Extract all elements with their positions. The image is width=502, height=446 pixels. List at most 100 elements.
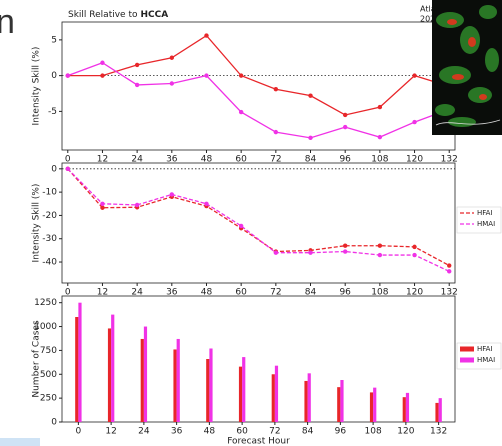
map-cloud xyxy=(448,117,476,127)
bar xyxy=(304,380,308,422)
legend-label: HMAI xyxy=(477,356,495,364)
bar xyxy=(405,392,410,422)
x-tick-label: 84 xyxy=(305,288,317,298)
point xyxy=(204,73,209,78)
chart-title: Skill Relative to HCCA xyxy=(68,10,168,20)
bar xyxy=(111,314,115,422)
bar xyxy=(209,348,213,422)
point xyxy=(273,250,279,255)
bar xyxy=(78,302,82,422)
legend-label: HMAI xyxy=(477,220,495,228)
x-axis-label: Forecast Hour xyxy=(227,437,290,446)
series-line xyxy=(67,168,450,267)
x-tick-label: 12 xyxy=(97,288,108,298)
annotation: Atla xyxy=(420,5,436,14)
point xyxy=(134,202,140,208)
point xyxy=(204,201,209,206)
legend-box xyxy=(456,206,502,234)
x-tick-label: 120 xyxy=(397,427,414,437)
x-tick-label: 12 xyxy=(105,427,116,437)
y-axis-label: Number of Cases xyxy=(32,320,42,398)
x-tick-label: 72 xyxy=(270,288,281,298)
series-line xyxy=(67,34,450,116)
point xyxy=(238,73,244,78)
point xyxy=(412,244,417,250)
point xyxy=(100,205,105,210)
y-tick-label: 500 xyxy=(40,370,57,380)
y-tick-label: 1250 xyxy=(34,298,57,308)
bar xyxy=(206,359,210,422)
bar xyxy=(307,373,311,422)
map-core xyxy=(479,94,487,100)
slide-strip xyxy=(0,438,40,446)
bar xyxy=(238,366,243,422)
x-tick-label: 132 xyxy=(441,155,458,165)
x-tick-label: 48 xyxy=(201,155,213,165)
x-tick-label: 36 xyxy=(166,288,178,298)
title-text: Skill Relative to xyxy=(68,10,138,20)
point xyxy=(342,249,348,254)
y-tick-label: -10 xyxy=(42,188,57,198)
y-tick-label: 0 xyxy=(51,71,57,81)
y-tick-label: 0 xyxy=(51,164,57,174)
map-cloud xyxy=(468,87,492,103)
point xyxy=(377,104,383,110)
x-tick-label: 120 xyxy=(406,288,423,298)
x-tick-label: 108 xyxy=(371,288,388,298)
x-tick-label: 12 xyxy=(97,155,108,165)
map-cloud xyxy=(485,48,499,72)
x-tick-label: 36 xyxy=(166,155,178,165)
y-tick-label: 250 xyxy=(40,394,57,404)
map-cloud xyxy=(435,104,455,116)
map-core xyxy=(468,37,476,47)
x-tick-label: 72 xyxy=(269,427,280,437)
bar xyxy=(176,338,180,422)
x-tick-label: 108 xyxy=(365,427,382,437)
x-tick-label: 108 xyxy=(371,155,388,165)
point xyxy=(412,252,417,258)
y-axis-label: Intensity Skill (%) xyxy=(32,184,42,263)
series-line xyxy=(67,62,450,139)
point xyxy=(273,129,279,135)
point xyxy=(134,62,140,68)
map-core xyxy=(452,74,464,80)
y-axis-label: Intensity Skill (%) xyxy=(32,47,42,126)
bar xyxy=(369,392,374,422)
legend-label: HFAI xyxy=(477,209,493,217)
point xyxy=(412,119,417,125)
x-tick-label: 0 xyxy=(65,155,71,165)
point xyxy=(273,87,279,92)
x-tick-label: 0 xyxy=(76,427,82,437)
bar xyxy=(435,402,439,422)
x-tick-label: 48 xyxy=(201,288,213,298)
title-bold: HCCA xyxy=(140,10,168,20)
x-tick-label: 132 xyxy=(441,288,458,298)
map-cloud xyxy=(479,5,497,19)
point xyxy=(447,269,452,274)
y-tick-label: -40 xyxy=(42,258,57,268)
point xyxy=(169,55,175,60)
y-tick-label: 750 xyxy=(40,346,57,356)
x-tick-label: 60 xyxy=(235,155,247,165)
bar xyxy=(75,317,79,422)
x-tick-label: 24 xyxy=(138,427,150,437)
point xyxy=(412,73,417,78)
point xyxy=(100,60,105,65)
point xyxy=(100,201,105,206)
bar xyxy=(242,357,246,422)
point xyxy=(377,243,383,248)
x-tick-label: 96 xyxy=(339,288,351,298)
point xyxy=(447,263,452,268)
point xyxy=(342,112,348,118)
y-tick-label: 1000 xyxy=(34,322,57,332)
point xyxy=(377,134,383,140)
bar xyxy=(173,349,177,422)
point xyxy=(169,192,175,197)
bar xyxy=(271,374,275,422)
x-tick-label: 36 xyxy=(171,427,183,437)
x-tick-label: 96 xyxy=(335,427,347,437)
x-tick-label: 96 xyxy=(339,155,351,165)
bar xyxy=(337,387,341,422)
bar xyxy=(438,398,442,422)
